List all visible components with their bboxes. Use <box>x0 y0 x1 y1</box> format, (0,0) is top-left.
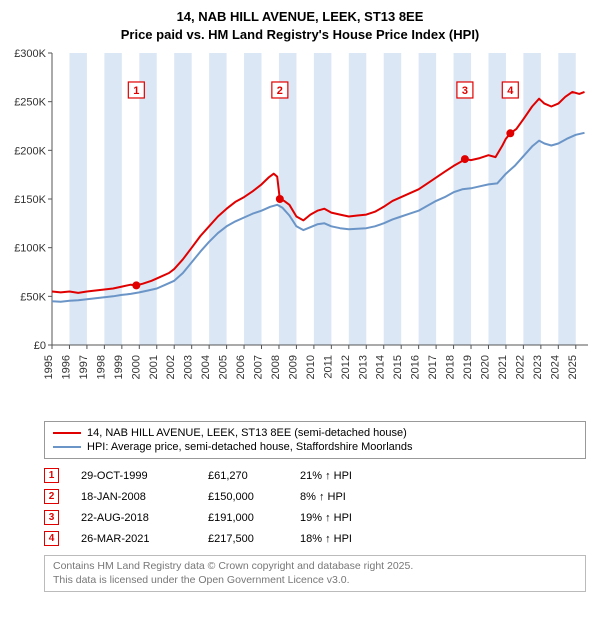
year-band <box>558 53 575 345</box>
x-tick-label: 2014 <box>375 355 387 379</box>
x-tick-label: 2016 <box>410 355 422 379</box>
y-tick-label: £200K <box>14 145 46 157</box>
y-tick-label: £250K <box>14 97 46 109</box>
transaction-date: 18-JAN-2008 <box>81 491 186 503</box>
sale-marker-label: 4 <box>507 85 514 97</box>
legend-label: 14, NAB HILL AVENUE, LEEK, ST13 8EE (sem… <box>87 427 407 439</box>
x-tick-label: 2010 <box>305 355 317 379</box>
sale-marker-dot <box>506 129 514 137</box>
x-tick-label: 2013 <box>357 355 369 379</box>
footer-line2: This data is licensed under the Open Gov… <box>53 574 577 588</box>
x-tick-label: 2022 <box>514 355 526 379</box>
transaction-date: 29-OCT-1999 <box>81 470 186 482</box>
chart-title-line1: 14, NAB HILL AVENUE, LEEK, ST13 8EE <box>6 8 594 26</box>
x-tick-label: 2007 <box>253 355 265 379</box>
transaction-marker: 3 <box>44 510 59 525</box>
y-tick-label: £300K <box>14 48 46 60</box>
year-band <box>523 53 540 345</box>
sale-marker-label: 2 <box>277 85 283 97</box>
sale-marker-dot <box>132 281 140 289</box>
legend: 14, NAB HILL AVENUE, LEEK, ST13 8EE (sem… <box>44 421 586 459</box>
year-band <box>104 53 121 345</box>
transaction-date: 26-MAR-2021 <box>81 533 186 545</box>
transaction-row: 2 18-JAN-2008 £150,000 8% ↑ HPI <box>44 486 586 507</box>
transactions-table: 1 29-OCT-1999 £61,270 21% ↑ HPI 2 18-JAN-2008… <box>44 465 586 549</box>
x-tick-label: 1995 <box>43 355 55 379</box>
transaction-price: £217,500 <box>208 533 278 545</box>
year-band <box>349 53 366 345</box>
transaction-row: 3 22-AUG-2018 £191,000 19% ↑ HPI <box>44 507 586 528</box>
transaction-price: £150,000 <box>208 491 278 503</box>
y-tick-label: £150K <box>14 194 46 206</box>
x-tick-label: 1998 <box>95 355 107 379</box>
transaction-row: 4 26-MAR-2021 £217,500 18% ↑ HPI <box>44 528 586 549</box>
sale-marker-label: 1 <box>133 85 139 97</box>
transaction-marker: 4 <box>44 531 59 546</box>
chart-title-line2: Price paid vs. HM Land Registry's House … <box>6 26 594 44</box>
x-tick-label: 1999 <box>113 355 125 379</box>
transaction-date: 22-AUG-2018 <box>81 512 186 524</box>
transaction-hpi: 19% ↑ HPI <box>300 512 380 524</box>
year-band <box>209 53 226 345</box>
legend-swatch <box>53 446 81 448</box>
sale-marker-dot <box>461 155 469 163</box>
x-tick-label: 2009 <box>287 355 299 379</box>
x-tick-label: 2005 <box>218 355 230 379</box>
transaction-price: £61,270 <box>208 470 278 482</box>
legend-item: HPI: Average price, semi-detached house,… <box>53 440 577 454</box>
year-band <box>174 53 191 345</box>
x-tick-label: 2025 <box>567 355 579 379</box>
y-tick-label: £50K <box>20 291 46 303</box>
transaction-hpi: 21% ↑ HPI <box>300 470 380 482</box>
transaction-price: £191,000 <box>208 512 278 524</box>
x-tick-label: 1996 <box>60 355 72 379</box>
x-tick-label: 2006 <box>235 355 247 379</box>
year-band <box>314 53 331 345</box>
x-tick-label: 2019 <box>462 355 474 379</box>
y-tick-label: £0 <box>34 340 46 352</box>
x-tick-label: 2011 <box>322 355 334 379</box>
y-tick-label: £100K <box>14 243 46 255</box>
x-tick-label: 2024 <box>549 355 561 379</box>
chart-svg: £0 £50K £100K £150K £200K £250K £300K 1995 1996 1… <box>6 47 594 417</box>
x-tick-label: 2020 <box>479 355 491 379</box>
x-tick-label: 2023 <box>532 355 544 379</box>
transaction-marker: 2 <box>44 489 59 504</box>
x-tick-label: 2001 <box>148 355 160 379</box>
year-band <box>419 53 436 345</box>
transaction-hpi: 18% ↑ HPI <box>300 533 380 545</box>
x-tick-label: 2018 <box>445 355 457 379</box>
footer-line1: Contains HM Land Registry data © Crown c… <box>53 560 577 574</box>
legend-item: 14, NAB HILL AVENUE, LEEK, ST13 8EE (sem… <box>53 426 577 440</box>
x-tick-label: 2004 <box>200 355 212 379</box>
legend-label: HPI: Average price, semi-detached house,… <box>87 441 413 453</box>
x-tick-label: 2015 <box>392 355 404 379</box>
transaction-marker: 1 <box>44 468 59 483</box>
x-tick-label: 2021 <box>497 355 509 379</box>
footer-attribution: Contains HM Land Registry data © Crown c… <box>44 555 586 592</box>
x-tick-label: 1997 <box>78 355 90 379</box>
x-tick-label: 2008 <box>270 355 282 379</box>
transaction-row: 1 29-OCT-1999 £61,270 21% ↑ HPI <box>44 465 586 486</box>
year-band <box>244 53 261 345</box>
x-tick-label: 2003 <box>183 355 195 379</box>
sale-marker-label: 3 <box>462 85 468 97</box>
x-tick-label: 2000 <box>130 355 142 379</box>
x-tick-label: 2017 <box>427 355 439 379</box>
legend-swatch <box>53 432 81 434</box>
sale-marker-dot <box>276 195 284 203</box>
transaction-hpi: 8% ↑ HPI <box>300 491 380 503</box>
price-chart: £0 £50K £100K £150K £200K £250K £300K 1995 1996 1… <box>6 47 594 417</box>
x-tick-label: 2012 <box>340 355 352 379</box>
x-tick-label: 2002 <box>165 355 177 379</box>
